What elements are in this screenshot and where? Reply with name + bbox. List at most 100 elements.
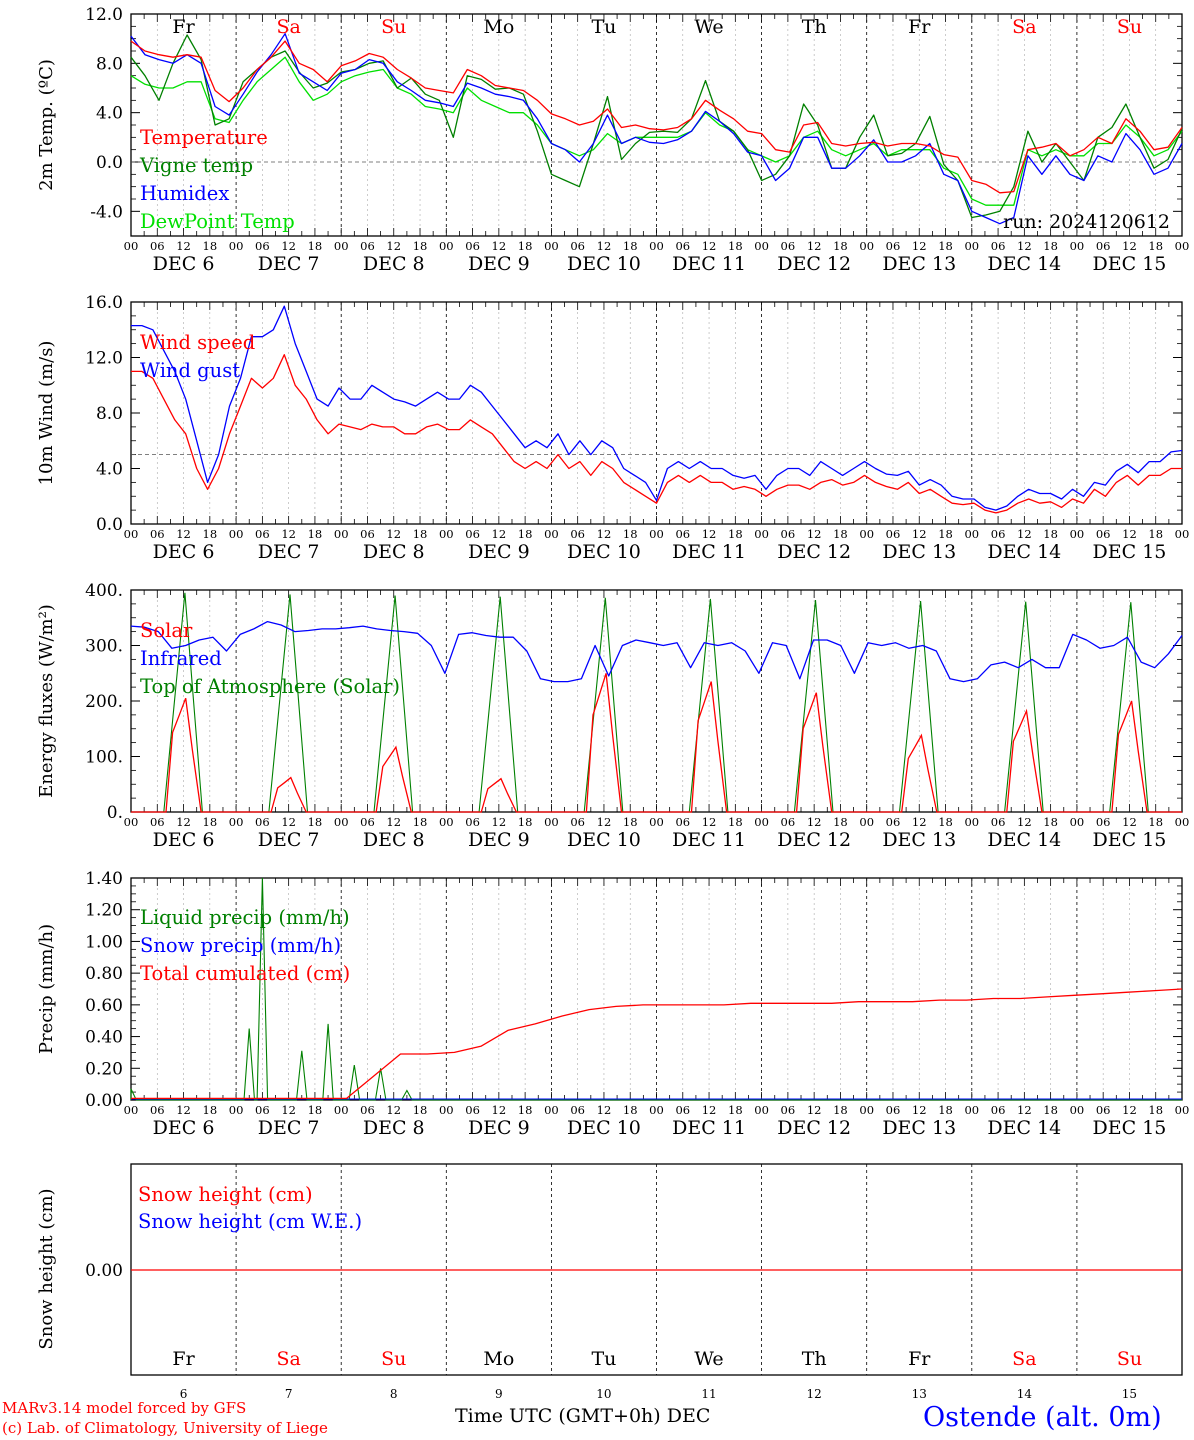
hour-tick-label: 12 [281, 527, 296, 541]
hour-tick-label: 06 [255, 815, 270, 829]
hour-tick-label: 06 [360, 239, 375, 253]
hour-tick-label: 00 [1175, 1103, 1190, 1117]
weekday-label: Mo [483, 1348, 514, 1370]
date-label: DEC 11 [672, 253, 746, 275]
date-label: DEC 7 [258, 1117, 320, 1139]
hour-tick-label: 18 [1043, 1103, 1058, 1117]
x-axis-title: Time UTC (GMT+0h) DEC [455, 1405, 711, 1427]
hour-tick-label: 12 [912, 527, 927, 541]
hour-tick-label: 18 [413, 1103, 428, 1117]
hour-tick-label: 00 [649, 239, 664, 253]
hour-tick-label: 06 [570, 1103, 585, 1117]
legend-entry: Wind speed [140, 331, 255, 354]
wind-gust-series [131, 305, 1183, 511]
legend-entry: Liquid precip (mm/h) [140, 906, 350, 929]
hour-tick-label: 12 [807, 239, 822, 253]
hour-tick-label: 12 [807, 815, 822, 829]
date-label: DEC 14 [987, 541, 1061, 563]
hour-tick-label: 18 [1148, 239, 1163, 253]
hour-tick-label: 00 [649, 815, 664, 829]
hour-tick-label: 18 [203, 815, 218, 829]
toa-solar-day [341, 595, 447, 813]
hour-tick-label: 18 [1148, 527, 1163, 541]
hour-tick-label: 06 [1096, 527, 1111, 541]
hour-tick-label: 00 [859, 1103, 874, 1117]
hour-tick-label: 12 [492, 1103, 507, 1117]
hour-tick-label: 00 [754, 815, 769, 829]
hour-tick-label: 18 [203, 527, 218, 541]
y-tick-label: 0.20 [85, 1059, 123, 1079]
y-tick-label: -4.0 [90, 202, 123, 222]
hour-tick-label: 18 [833, 1103, 848, 1117]
y-tick-label: 200. [85, 692, 123, 712]
liquid-precip-series [130, 877, 1182, 1101]
hour-tick-label: 00 [1070, 815, 1085, 829]
day-number-label: 7 [285, 1387, 293, 1401]
hour-tick-label: 12 [1017, 527, 1032, 541]
hour-tick-label: 00 [544, 1103, 559, 1117]
legend-entry: Vigne temp [139, 154, 253, 177]
hour-tick-label: 06 [675, 1103, 690, 1117]
weekday-label: Tu [591, 16, 616, 38]
hour-tick-label: 00 [334, 239, 349, 253]
wind-speed-series [131, 354, 1182, 514]
hour-tick-label: 06 [1096, 815, 1111, 829]
infrared-series [130, 620, 1183, 683]
y-tick-label: 1.40 [85, 869, 123, 889]
hour-tick-label: 12 [597, 527, 612, 541]
hour-tick-label: 12 [912, 815, 927, 829]
legend-entry: Solar [140, 619, 193, 642]
run-annotation: run: 2024120612 [1003, 211, 1170, 233]
y-tick-label: 12.0 [85, 5, 123, 25]
y-tick-label: 1.20 [85, 901, 123, 921]
hour-tick-label: 00 [124, 1103, 139, 1117]
date-label: DEC 13 [882, 541, 956, 563]
hour-tick-label: 12 [702, 239, 717, 253]
hour-tick-label: 06 [675, 815, 690, 829]
solar-day [656, 681, 762, 813]
legend-entry: Top of Atmosphere (Solar) [140, 675, 400, 698]
hour-tick-label: 00 [229, 815, 244, 829]
hour-tick-label: 06 [255, 1103, 270, 1117]
hour-tick-label: 06 [991, 527, 1006, 541]
hour-tick-label: 12 [281, 815, 296, 829]
hour-tick-label: 00 [754, 527, 769, 541]
y-tick-label: 0.80 [85, 964, 123, 984]
y-tick-label: 0.60 [85, 996, 123, 1016]
hour-tick-label: 00 [124, 527, 139, 541]
day-number-label: 6 [180, 1387, 188, 1401]
hour-tick-label: 06 [570, 527, 585, 541]
hour-tick-label: 00 [439, 1103, 454, 1117]
hour-tick-label: 18 [1043, 239, 1058, 253]
date-label: DEC 9 [468, 541, 530, 563]
solar-day [341, 745, 447, 813]
hour-tick-label: 00 [1070, 527, 1085, 541]
hour-tick-label: 18 [518, 527, 533, 541]
date-label: DEC 8 [363, 829, 425, 851]
solar-day [236, 776, 342, 813]
hour-tick-label: 12 [807, 527, 822, 541]
solar-day [446, 777, 552, 813]
hour-tick-label: 18 [623, 527, 638, 541]
y-axis-title: 10m Wind (m/s) [36, 341, 57, 486]
hour-tick-label: 00 [964, 1103, 979, 1117]
hour-tick-label: 12 [386, 815, 401, 829]
hour-tick-label: 06 [991, 239, 1006, 253]
hour-tick-label: 06 [886, 239, 901, 253]
day-number-label: 8 [390, 1387, 398, 1401]
hour-tick-label: 06 [360, 527, 375, 541]
y-axis-title: Snow height (cm) [36, 1188, 57, 1349]
day-number-label: 12 [807, 1387, 822, 1401]
hour-tick-label: 00 [124, 815, 139, 829]
hour-tick-label: 06 [465, 239, 480, 253]
y-tick-label: 1.00 [85, 932, 123, 952]
weekday-label: Sa [276, 16, 300, 38]
hour-tick-label: 00 [544, 815, 559, 829]
hour-tick-label: 06 [991, 1103, 1006, 1117]
hour-tick-label: 12 [1122, 239, 1137, 253]
hour-tick-label: 06 [781, 815, 796, 829]
legend-entry: Snow height (cm W.E.) [138, 1210, 362, 1233]
hour-tick-label: 18 [518, 1103, 533, 1117]
hour-tick-label: 00 [1070, 1103, 1085, 1117]
hour-tick-label: 12 [176, 1103, 191, 1117]
